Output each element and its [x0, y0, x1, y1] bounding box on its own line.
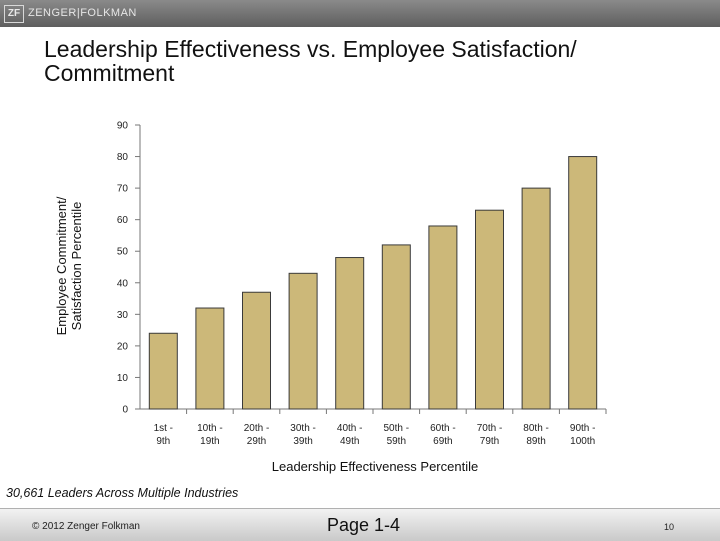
x-tick-label: 9th — [156, 436, 170, 447]
bar — [288, 272, 318, 410]
bar — [195, 307, 225, 410]
bar — [428, 225, 458, 410]
slide-title: Leadership Effectiveness vs. Employee Sa… — [44, 36, 577, 86]
y-tick-label: 90 — [117, 121, 129, 132]
bar — [475, 209, 504, 410]
x-tick-label: 60th - — [430, 423, 456, 434]
logo-mark: ZF — [4, 5, 24, 23]
y-tick-label: 20 — [117, 341, 129, 352]
bar-chart: Employee Commitment/Satisfaction Percent… — [54, 121, 607, 474]
bar — [148, 332, 178, 410]
y-tick-label: 30 — [117, 310, 129, 321]
x-axis-label: Leadership Effectiveness Percentile — [272, 459, 478, 474]
footnote: 30,661 Leaders Across Multiple Industrie… — [6, 486, 239, 500]
bars — [148, 156, 598, 410]
bar — [568, 156, 598, 410]
x-tick-label: 10th - — [197, 423, 223, 434]
x-axis-ticks: 1st - 9th 10th - 19th 20th - 29th 30th - 39th 40… — [154, 409, 607, 447]
x-tick-label: 49th — [340, 436, 359, 447]
y-tick-label: 80 — [117, 152, 129, 163]
bar — [335, 257, 365, 410]
x-tick-label: 70th - — [477, 423, 503, 434]
footer-bar: © 2012 Zenger Folkman Page 1-4 10 — [0, 508, 720, 541]
x-tick-label: 40th - — [337, 423, 363, 434]
bar — [521, 187, 551, 410]
x-tick-label: 19th — [200, 436, 219, 447]
y-tick-label: 50 — [117, 247, 129, 258]
x-tick-label: 1st - — [154, 423, 173, 434]
x-tick-label: 79th — [480, 436, 499, 447]
page-number: 10 — [664, 522, 675, 532]
y-axis-label-line: Employee Commitment/ — [54, 196, 69, 335]
x-tick-label: 30th - — [290, 423, 316, 434]
y-tick-label: 0 — [122, 405, 128, 416]
x-tick-label: 50th - — [384, 423, 410, 434]
copyright-text: © 2012 Zenger Folkman — [32, 521, 140, 532]
y-tick-label: 60 — [117, 215, 129, 226]
bar — [381, 244, 411, 410]
top-bar: ZF ZENGER|FOLKMAN — [0, 0, 720, 27]
y-axis-label: Employee Commitment/Satisfaction Percent… — [54, 196, 84, 335]
y-axis-ticks: 0 10 20 30 40 50 60 70 80 90 — [117, 121, 140, 416]
x-tick-label: 59th — [387, 436, 406, 447]
x-tick-label: 89th — [526, 436, 545, 447]
y-tick-label: 40 — [117, 278, 129, 289]
y-axis-label-line: Satisfaction Percentile — [69, 202, 84, 331]
x-tick-label: 80th - — [523, 423, 549, 434]
page-label: Page 1-4 — [327, 515, 401, 535]
x-tick-label: 90th - — [570, 423, 596, 434]
bar — [242, 291, 271, 410]
x-tick-label: 29th — [247, 436, 266, 447]
x-tick-label: 69th — [433, 436, 452, 447]
x-tick-label: 39th — [293, 436, 312, 447]
x-tick-label: 20th - — [244, 423, 270, 434]
x-tick-label: 100th — [570, 436, 595, 447]
y-tick-label: 70 — [117, 184, 129, 195]
logo-text: ZENGER|FOLKMAN — [28, 7, 137, 19]
y-tick-label: 10 — [117, 373, 129, 384]
